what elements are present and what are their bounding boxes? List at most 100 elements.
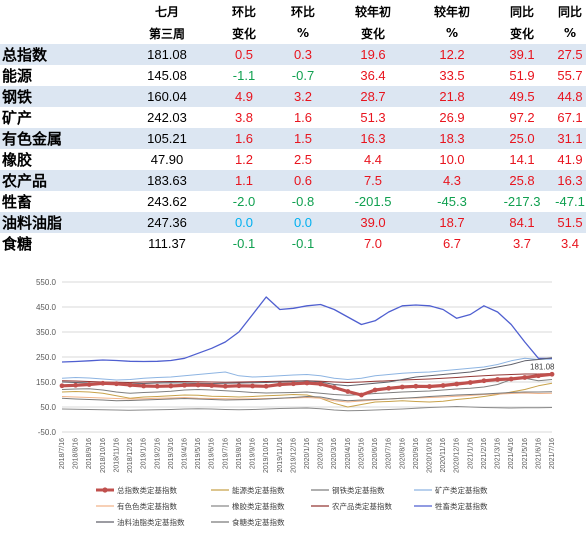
x-tick-label: 2020/6/16 xyxy=(372,438,379,469)
change-value-cell: 39.0 xyxy=(332,212,414,233)
change-value-cell: 16.3 xyxy=(554,170,586,191)
legend-label: 矿产类定基指数 xyxy=(435,485,488,495)
series-line xyxy=(61,357,553,381)
x-tick-label: 2021/2/16 xyxy=(481,438,488,469)
change-value-cell: 28.7 xyxy=(332,86,414,107)
change-value-cell: 12.2 xyxy=(414,44,490,65)
header-cell: 较年初 xyxy=(433,4,470,19)
series-point xyxy=(222,383,228,389)
change-value-cell: 51.5 xyxy=(554,212,586,233)
series-point xyxy=(290,381,296,387)
header-cell: 第三周 xyxy=(148,26,185,41)
legend-label: 农产品类定基指数 xyxy=(332,501,392,511)
series-point xyxy=(86,382,92,387)
series-line xyxy=(61,296,553,363)
x-tick-label: 2019/7/16 xyxy=(222,438,229,469)
x-tick-label: 2020/8/16 xyxy=(399,438,406,469)
change-value-cell: 0.3 xyxy=(274,44,332,65)
change-value-cell: 51.3 xyxy=(360,110,386,125)
y-tick-label: -50.0 xyxy=(38,428,57,437)
change-value-cell: 26.9 xyxy=(439,110,465,125)
series-point xyxy=(141,383,147,389)
index-value-cell: 183.63 xyxy=(120,170,214,191)
change-value-cell: 84.1 xyxy=(490,212,554,233)
series-point xyxy=(127,382,133,388)
change-value-cell: -0.1 xyxy=(291,236,315,251)
table-row: 牲畜 243.62 -2.0 -0.8 -201.5 -45.3 -217.3 -47.1 xyxy=(0,191,586,212)
x-tick-label: 2018/7/16 xyxy=(59,438,66,469)
change-value-cell: -1.1 xyxy=(232,68,256,83)
series-point xyxy=(154,383,160,389)
header-cell: % xyxy=(445,26,459,40)
change-value-cell: 21.8 xyxy=(414,86,490,107)
series-point xyxy=(399,384,405,390)
change-value-cell: 97.2 xyxy=(509,110,535,125)
change-value-cell: 31.1 xyxy=(554,128,586,149)
change-value-cell: 0.0 xyxy=(214,212,274,233)
change-value-cell: 4.4 xyxy=(363,152,383,167)
change-value-cell: 1.5 xyxy=(274,128,332,149)
change-value-cell: -47.1 xyxy=(555,194,585,209)
x-tick-label: 2019/2/16 xyxy=(154,438,161,469)
header-cell: 同比 xyxy=(557,4,582,19)
legend-label: 橡胶类定基指数 xyxy=(232,501,285,511)
legend-marker xyxy=(102,487,108,493)
x-tick-label: 2020/10/16 xyxy=(427,438,434,473)
series-point xyxy=(304,380,310,386)
header-cell: 变化 xyxy=(231,26,256,41)
change-value-cell: 27.5 xyxy=(554,44,586,65)
change-value-cell: -0.7 xyxy=(291,68,315,83)
index-value-cell: 145.08 xyxy=(147,68,187,83)
row-label: 矿产 xyxy=(2,109,33,127)
series-point xyxy=(168,383,174,389)
x-tick-label: 2020/1/16 xyxy=(304,438,311,469)
change-value-cell: 4.9 xyxy=(214,86,274,107)
header-cell: % xyxy=(296,26,310,40)
index-value-cell: 247.36 xyxy=(120,212,214,233)
change-value-cell: 0.6 xyxy=(274,170,332,191)
table-row: 钢铁 160.04 4.9 3.2 28.7 21.8 49.5 44.8 xyxy=(0,86,586,107)
series-point xyxy=(535,373,541,379)
series-point xyxy=(372,387,378,393)
row-label: 食糖 xyxy=(2,235,33,253)
x-tick-label: 2018/8/16 xyxy=(73,438,80,469)
header-cell: 变化 xyxy=(360,26,385,41)
change-value-cell: 1.6 xyxy=(293,110,313,125)
legend-label: 能源类定基指数 xyxy=(232,485,285,495)
change-value-cell: 3.2 xyxy=(274,86,332,107)
legend-label: 钢铁类定基指数 xyxy=(332,485,385,495)
series-point xyxy=(427,384,432,389)
x-tick-label: 2021/6/16 xyxy=(535,438,542,469)
legend-label: 油料油脂类定基指数 xyxy=(117,517,185,527)
y-tick-label: 150.0 xyxy=(36,378,57,387)
change-value-cell: 14.1 xyxy=(509,152,535,167)
series-point xyxy=(182,382,187,388)
change-value-cell: -2.0 xyxy=(232,194,256,209)
index-value-cell: 105.21 xyxy=(120,128,214,149)
change-value-cell: 1.2 xyxy=(234,152,254,167)
row-label: 有色金属 xyxy=(0,128,120,149)
x-tick-label: 2018/10/16 xyxy=(100,438,107,473)
change-value-cell: 0.0 xyxy=(274,212,332,233)
series-point xyxy=(467,380,473,385)
change-value-cell: 1.6 xyxy=(214,128,274,149)
x-tick-label: 2020/5/16 xyxy=(358,438,365,469)
series-point xyxy=(100,380,106,386)
change-value-cell: 3.8 xyxy=(234,110,254,125)
header-cell: 环比 xyxy=(231,4,256,19)
header-cell: 同比 xyxy=(509,4,534,19)
x-tick-label: 2021/1/16 xyxy=(467,438,474,469)
x-tick-label: 2019/9/16 xyxy=(250,438,257,469)
series-point xyxy=(413,383,419,389)
y-tick-label: 550.0 xyxy=(36,278,57,287)
change-value-cell: 67.1 xyxy=(557,110,583,125)
x-tick-label: 2019/12/16 xyxy=(290,438,297,473)
index-table: 七月 环比 环比 较年初 较年初 同比 同比 第三周 变化 % 变化 % 变化 … xyxy=(0,0,586,254)
x-tick-label: 2020/4/16 xyxy=(345,438,352,469)
series-point xyxy=(359,392,364,398)
header-cell: % xyxy=(563,26,577,40)
y-tick-label: 450.0 xyxy=(36,303,57,312)
series-line xyxy=(61,382,553,408)
change-value-cell: 16.3 xyxy=(332,128,414,149)
change-value-cell: 25.0 xyxy=(490,128,554,149)
